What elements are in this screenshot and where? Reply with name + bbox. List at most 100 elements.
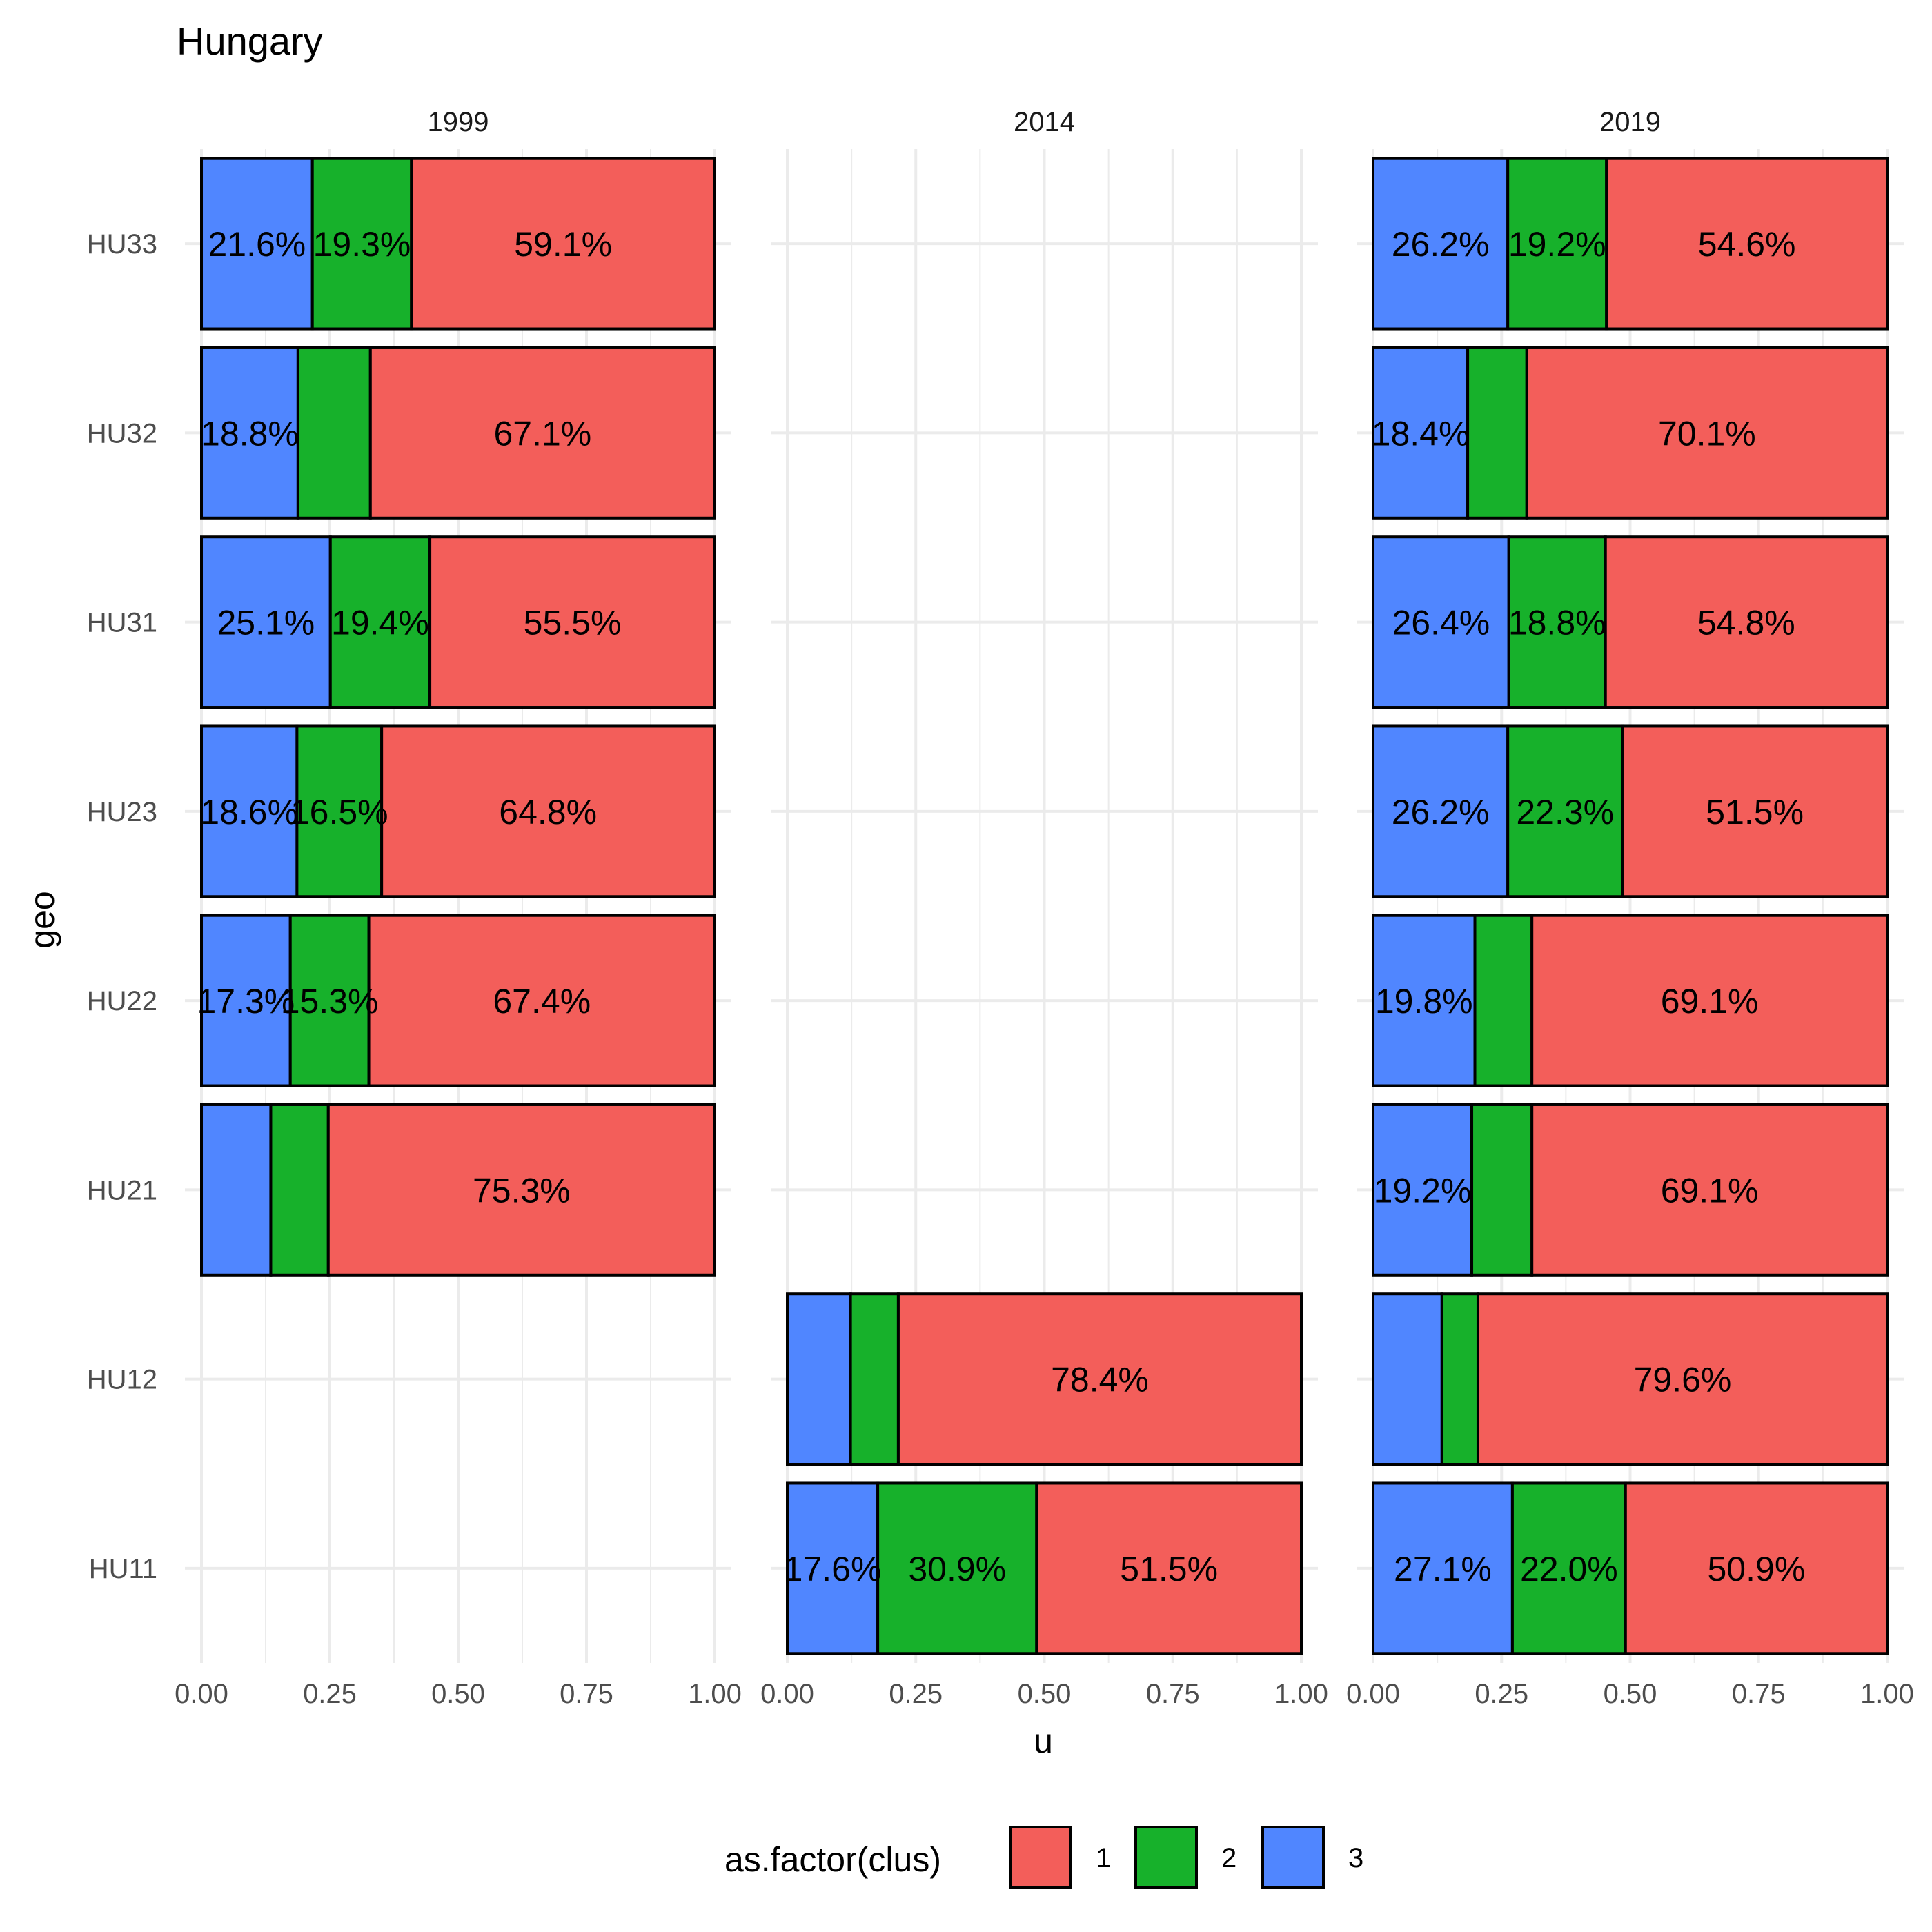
bar-segment-2 bbox=[876, 1481, 1038, 1655]
bar-value-label: 17.3% bbox=[197, 982, 295, 1021]
y-tick-label: HU21 bbox=[87, 1175, 157, 1205]
bar-value-label: 75.3% bbox=[473, 1171, 571, 1210]
bar-value-label: 67.4% bbox=[493, 982, 591, 1021]
y-tick-label: HU31 bbox=[87, 608, 157, 638]
bar-segment-1 bbox=[368, 346, 716, 520]
x-tick-label: 0.50 bbox=[431, 1679, 485, 1709]
bar-segment-3 bbox=[1372, 724, 1510, 898]
bar-segment-2 bbox=[296, 346, 372, 520]
bar-segment-2 bbox=[1470, 1103, 1534, 1276]
bar-value-label: 67.1% bbox=[493, 414, 591, 453]
bar-value-label: 30.9% bbox=[908, 1550, 1006, 1588]
y-tick-label: HU33 bbox=[87, 229, 157, 259]
bar-segment-3 bbox=[1372, 346, 1470, 520]
bar-segment-2 bbox=[269, 1103, 330, 1276]
bar-value-label: 22.0% bbox=[1520, 1550, 1618, 1588]
bar-value-label: 19.4% bbox=[331, 604, 429, 642]
bar-value-label: 19.3% bbox=[313, 225, 411, 264]
bar-value-label: 51.5% bbox=[1120, 1550, 1218, 1588]
bar-value-label: 21.6% bbox=[208, 225, 306, 264]
bar-segment-3 bbox=[1372, 1481, 1514, 1655]
y-tick-label: HU22 bbox=[87, 986, 157, 1016]
y-tick-label: HU23 bbox=[87, 797, 157, 827]
legend-swatch bbox=[1009, 1826, 1072, 1889]
bar-segment-3 bbox=[200, 724, 299, 898]
panel-2014: 2014 0.00 0.25 0.50 0.75 1.00 78.4% 17.6% 30.9% 5… bbox=[760, 107, 1328, 1709]
x-tick-label: 1.00 bbox=[688, 1679, 742, 1709]
panel-strip-label: 2019 bbox=[1599, 107, 1661, 137]
bar-value-label: 51.5% bbox=[1706, 793, 1804, 831]
bar-segment-3 bbox=[1372, 1292, 1443, 1466]
bar-segment-2 bbox=[1506, 157, 1608, 331]
bar-value-label: 54.6% bbox=[1698, 225, 1796, 264]
bar-HU31-2019: 26.4% 18.8% 54.8% bbox=[1372, 535, 1889, 709]
bar-segment-3 bbox=[200, 1103, 273, 1276]
x-tick-label: 1.00 bbox=[1860, 1679, 1914, 1709]
bar-HU23-2019: 26.2% 22.3% 51.5% bbox=[1372, 724, 1889, 898]
bar-segment-2 bbox=[295, 724, 384, 898]
bar-HU21-2019: 19.2% 69.1% bbox=[1372, 1103, 1889, 1276]
legend-item-3: 3 bbox=[1261, 1826, 1363, 1889]
bar-segment-2 bbox=[1507, 535, 1607, 709]
bar-segment-1 bbox=[428, 535, 717, 709]
bar-segment-1 bbox=[1530, 914, 1889, 1087]
bar-HU33-1999: 21.6% 19.3% 59.1% bbox=[200, 157, 717, 331]
legend-item-2: 2 bbox=[1134, 1826, 1236, 1889]
bar-segment-3 bbox=[786, 1481, 880, 1655]
bar-segment-1 bbox=[380, 724, 716, 898]
bar-segment-3 bbox=[1372, 1103, 1474, 1276]
bar-value-label: 54.8% bbox=[1697, 604, 1795, 642]
legend-item-1: 1 bbox=[1009, 1826, 1111, 1889]
bar-value-label: 25.1% bbox=[217, 604, 315, 642]
bar-segment-2 bbox=[849, 1292, 900, 1466]
bar-HU11-2014: 17.6% 30.9% 51.5% bbox=[784, 1481, 1303, 1655]
y-tick-label: HU32 bbox=[87, 418, 157, 448]
bar-value-label: 55.5% bbox=[524, 604, 622, 642]
bar-value-label: 27.1% bbox=[1394, 1550, 1492, 1588]
bar-segment-1 bbox=[1035, 1481, 1303, 1655]
y-axis-title: geo bbox=[23, 891, 61, 948]
bar-segment-2 bbox=[1440, 1292, 1479, 1466]
bar-segment-2 bbox=[1506, 724, 1624, 898]
bar-segment-2 bbox=[1466, 346, 1528, 520]
panel-2019: 2019 0.00 0.25 0.50 0.75 1.00 26.2% 19.2% 54.6% 1… bbox=[1346, 107, 1914, 1709]
bar-segment-3 bbox=[200, 535, 332, 709]
legend-label: 2 bbox=[1221, 1843, 1236, 1873]
bar-segment-3 bbox=[200, 157, 314, 331]
legend-swatch bbox=[1134, 1826, 1198, 1889]
x-tick-label: 0.75 bbox=[1732, 1679, 1786, 1709]
bar-HU33-2019: 26.2% 19.2% 54.6% bbox=[1372, 157, 1889, 331]
bar-value-label: 15.3% bbox=[281, 982, 379, 1021]
bar-HU11-2019: 27.1% 22.0% 50.9% bbox=[1372, 1481, 1889, 1655]
x-axis-title: u bbox=[1034, 1722, 1053, 1760]
legend-label: 3 bbox=[1348, 1843, 1363, 1873]
panel-1999: 1999 0.00 0.25 0.50 0.75 1.00 21.6% 19.3% 59.1% 1… bbox=[175, 107, 742, 1709]
bar-HU12-2014: 78.4% bbox=[786, 1292, 1303, 1466]
bar-segment-2 bbox=[328, 535, 432, 709]
bar-HU32-2019: 18.4% 70.1% bbox=[1372, 346, 1889, 520]
bar-segment-2 bbox=[1473, 914, 1534, 1087]
bar-value-label: 16.5% bbox=[290, 793, 388, 831]
bar-segment-3 bbox=[786, 1292, 852, 1466]
bar-value-label: 26.2% bbox=[1392, 793, 1490, 831]
bar-value-label: 69.1% bbox=[1661, 1171, 1759, 1210]
bar-segment-1 bbox=[1525, 346, 1889, 520]
bar-value-label: 17.6% bbox=[784, 1550, 882, 1588]
bar-segment-1 bbox=[410, 157, 717, 331]
bar-segment-1 bbox=[326, 1103, 716, 1276]
y-tick-label: HU12 bbox=[87, 1365, 157, 1395]
bar-value-label: 59.1% bbox=[514, 225, 612, 264]
bar-value-label: 50.9% bbox=[1708, 1550, 1806, 1588]
bar-segment-1 bbox=[367, 914, 716, 1087]
bar-segment-1 bbox=[1605, 157, 1889, 331]
bar-value-label: 64.8% bbox=[499, 793, 597, 831]
bar-segment-1 bbox=[1604, 535, 1889, 709]
legend: as.factor(clus) 1 2 3 bbox=[724, 1826, 1363, 1889]
panels-layer: 1999 0.00 0.25 0.50 0.75 1.00 21.6% 19.3% 59.1% 1… bbox=[87, 107, 1914, 1709]
bar-segment-1 bbox=[1476, 1292, 1889, 1466]
panel-strip-label: 1999 bbox=[428, 107, 489, 137]
bar-value-label: 79.6% bbox=[1634, 1361, 1732, 1399]
bar-value-label: 18.6% bbox=[200, 793, 298, 831]
x-tick-label: 0.25 bbox=[303, 1679, 357, 1709]
